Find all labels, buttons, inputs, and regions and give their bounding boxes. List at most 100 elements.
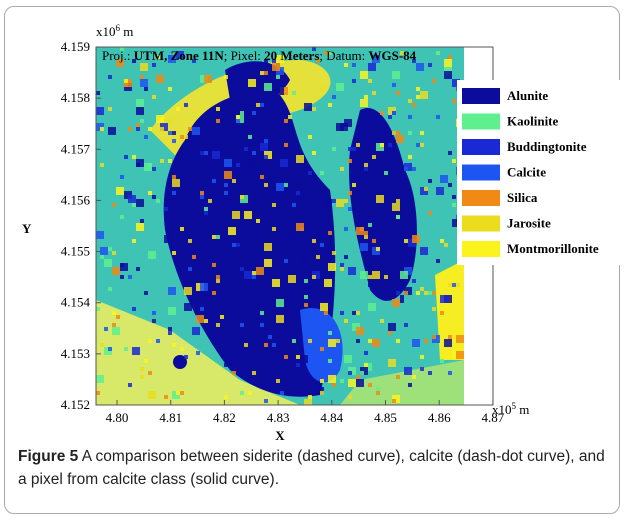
map-pixel	[380, 143, 384, 147]
map-pixel	[136, 107, 144, 115]
y-tick-label: 4.152	[61, 397, 90, 412]
map-pixel	[396, 339, 400, 343]
map-pixel	[388, 143, 392, 147]
map-pixel	[184, 355, 188, 359]
y-tick-label: 4.155	[61, 244, 90, 259]
map-pixel	[424, 339, 428, 343]
map-pixel	[452, 99, 456, 103]
map-pixel	[328, 339, 336, 347]
map-pixel	[180, 227, 184, 231]
map-pixel	[356, 327, 364, 335]
map-pixel	[112, 267, 120, 275]
map-pixel	[344, 119, 352, 127]
map-pixel	[108, 347, 112, 351]
map-pixel	[260, 323, 264, 327]
map-pixel	[416, 291, 420, 295]
map-pixel	[152, 311, 156, 315]
map-pixel	[348, 395, 352, 399]
map-pixel	[200, 195, 204, 199]
map-pixel	[136, 199, 144, 207]
map-pixel	[404, 291, 408, 295]
map-pixel	[352, 311, 356, 315]
map-pixel	[232, 159, 236, 163]
map-pixel	[456, 335, 464, 343]
map-pixel	[264, 139, 268, 143]
map-pixel	[148, 339, 152, 343]
map-pixel	[328, 359, 332, 363]
map-pixel	[340, 267, 344, 271]
map-pixel	[216, 119, 220, 123]
map-pixel	[428, 63, 432, 67]
map-pixel	[264, 243, 272, 251]
map-pixel	[248, 159, 256, 167]
map-pixel	[264, 343, 268, 347]
map-pixel	[132, 155, 136, 159]
map-pixel	[100, 163, 104, 167]
map-pixel	[332, 383, 336, 387]
map-pixel	[400, 299, 404, 303]
map-pixel	[296, 191, 300, 195]
map-pixel	[372, 271, 380, 279]
map-pixel	[308, 339, 312, 343]
map-pixel	[392, 83, 396, 87]
map-pixel	[404, 167, 408, 171]
map-pixel	[396, 215, 400, 219]
map-pixel	[360, 271, 368, 279]
map-pixel	[168, 87, 172, 91]
map-pixel	[264, 71, 268, 75]
map-pixel	[168, 159, 172, 163]
map-pixel	[220, 315, 224, 319]
caption: Figure 5 A comparison between siderite (…	[18, 445, 608, 491]
map-pixel	[364, 231, 368, 235]
map-pixel	[280, 391, 284, 395]
map-pixel	[96, 107, 104, 115]
map-pixel	[404, 239, 408, 243]
map-pixel	[272, 279, 280, 287]
map-pixel	[404, 367, 412, 375]
map-pixel	[456, 283, 460, 287]
map-pixel	[168, 119, 172, 123]
map-pixel	[432, 335, 436, 339]
map-pixel	[140, 63, 148, 71]
map-pixel	[312, 151, 316, 155]
map-pixel	[436, 259, 440, 263]
map-pixel	[244, 211, 252, 219]
map-pixel	[284, 183, 288, 187]
legend-label: Jarosite	[507, 216, 551, 231]
map-pixel	[216, 235, 220, 239]
map-pixel	[116, 315, 120, 319]
map-pixel	[224, 395, 228, 399]
map-pixel	[148, 191, 152, 195]
map-pixel	[152, 319, 156, 323]
map-pixel	[184, 103, 188, 107]
legend-label: Montmorillonite	[507, 241, 599, 256]
legend-label: Buddingtonite	[507, 139, 587, 154]
map-pixel	[236, 115, 240, 119]
map-pixel	[100, 343, 104, 347]
map-pixel	[420, 91, 428, 99]
map-pixel	[428, 211, 432, 215]
map-pixel	[172, 175, 176, 179]
map-pixel	[436, 187, 444, 195]
map-pixel	[376, 387, 380, 391]
map-pixel	[264, 83, 272, 91]
map-pixel	[392, 111, 396, 115]
map-pixel	[412, 167, 416, 171]
map-pixel	[452, 159, 456, 163]
map-pixel	[392, 399, 396, 403]
map-pixel	[420, 355, 424, 359]
map-pixel	[448, 335, 452, 339]
map-pixel	[96, 391, 100, 395]
y-axis-label: Y	[22, 221, 32, 236]
map-pixel	[136, 123, 140, 127]
map-pixel	[124, 155, 128, 159]
legend-swatch	[462, 165, 500, 181]
map-pixel	[432, 79, 436, 83]
map-pixel	[344, 319, 348, 323]
map-pixel	[380, 111, 384, 115]
map-pixel	[284, 119, 288, 123]
map-pixel	[380, 319, 384, 323]
map-pixel	[324, 199, 332, 207]
map-pixel	[444, 339, 452, 347]
map-pixel	[260, 103, 264, 107]
